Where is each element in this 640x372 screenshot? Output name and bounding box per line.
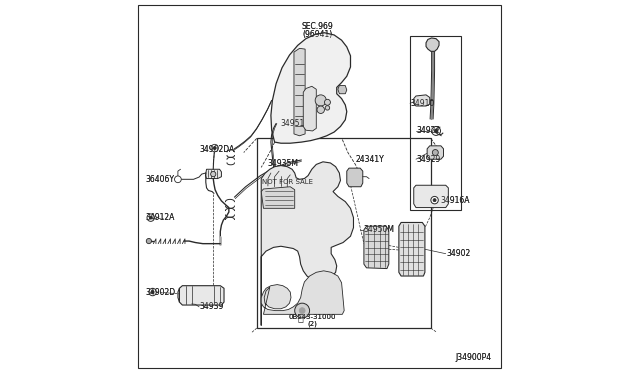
Text: 34916A: 34916A [441, 196, 470, 205]
Circle shape [433, 150, 438, 155]
Polygon shape [427, 146, 444, 159]
Polygon shape [364, 226, 389, 269]
Text: NOT FOR SALE: NOT FOR SALE [262, 179, 314, 185]
Circle shape [325, 106, 330, 110]
Text: 34922: 34922 [416, 126, 440, 135]
Circle shape [149, 288, 156, 296]
Text: 34929: 34929 [416, 155, 440, 164]
Text: 34922: 34922 [416, 126, 440, 135]
Circle shape [294, 303, 310, 318]
Circle shape [324, 99, 330, 105]
Text: 34916A: 34916A [441, 196, 470, 205]
Text: 24341Y: 24341Y [355, 155, 384, 164]
Text: (2): (2) [307, 320, 317, 327]
Text: 34902D: 34902D [146, 288, 176, 296]
Text: (96941): (96941) [302, 30, 332, 39]
Text: 34951: 34951 [280, 119, 305, 128]
Circle shape [317, 106, 324, 113]
Circle shape [211, 144, 218, 152]
Text: 34935M: 34935M [267, 159, 298, 168]
Text: 34902: 34902 [447, 249, 471, 258]
Text: 34950M: 34950M [364, 225, 395, 234]
Text: J34900P4: J34900P4 [455, 353, 491, 362]
Text: 34910: 34910 [410, 99, 435, 108]
Text: 34902DA: 34902DA [199, 145, 234, 154]
Text: 24341Y: 24341Y [355, 155, 384, 164]
Circle shape [315, 95, 326, 106]
Polygon shape [294, 48, 305, 136]
Text: Ⓢ: Ⓢ [298, 312, 303, 322]
Circle shape [147, 214, 154, 221]
Text: 34929: 34929 [416, 155, 440, 164]
Text: NOT FOR SALE: NOT FOR SALE [262, 179, 314, 185]
Polygon shape [413, 95, 429, 106]
Text: 36406Y: 36406Y [146, 175, 175, 184]
Text: 34912A: 34912A [146, 213, 175, 222]
Text: J34900P4: J34900P4 [455, 353, 491, 362]
Circle shape [431, 196, 438, 204]
Bar [410, 36, 461, 210]
Polygon shape [413, 185, 449, 208]
Polygon shape [399, 222, 425, 276]
Text: 34902: 34902 [447, 249, 471, 258]
Circle shape [149, 216, 152, 219]
Text: (96941): (96941) [302, 30, 332, 39]
Circle shape [175, 176, 181, 183]
Circle shape [434, 129, 438, 133]
Circle shape [211, 171, 216, 177]
Text: 34912A: 34912A [146, 213, 175, 222]
Text: 34950M: 34950M [364, 225, 395, 234]
Text: 0B543-31000: 0B543-31000 [288, 314, 335, 320]
Polygon shape [261, 162, 353, 326]
Text: (2): (2) [307, 320, 317, 327]
Text: 34951: 34951 [280, 119, 305, 128]
Circle shape [213, 147, 216, 150]
Circle shape [433, 199, 436, 202]
Polygon shape [338, 86, 347, 94]
Polygon shape [271, 33, 351, 143]
Text: 34939: 34939 [199, 302, 223, 311]
Polygon shape [426, 38, 439, 51]
Polygon shape [303, 86, 316, 131]
Polygon shape [347, 168, 363, 187]
Text: 34902D: 34902D [146, 288, 176, 296]
Text: 34902DA: 34902DA [199, 145, 234, 154]
Circle shape [431, 126, 440, 135]
Polygon shape [179, 286, 224, 305]
Circle shape [147, 238, 152, 244]
Text: SEC.969: SEC.969 [301, 22, 333, 31]
Text: 34935M: 34935M [267, 159, 298, 168]
Text: 34910: 34910 [410, 99, 435, 108]
Polygon shape [205, 169, 221, 179]
Polygon shape [261, 271, 344, 314]
Text: SEC.969: SEC.969 [301, 22, 333, 31]
Circle shape [299, 308, 305, 314]
Text: 0B543-31000: 0B543-31000 [288, 314, 335, 320]
Text: 34939: 34939 [199, 302, 223, 311]
Polygon shape [261, 187, 294, 208]
Circle shape [151, 291, 154, 294]
Bar [257, 138, 431, 328]
Text: 36406Y: 36406Y [146, 175, 175, 184]
